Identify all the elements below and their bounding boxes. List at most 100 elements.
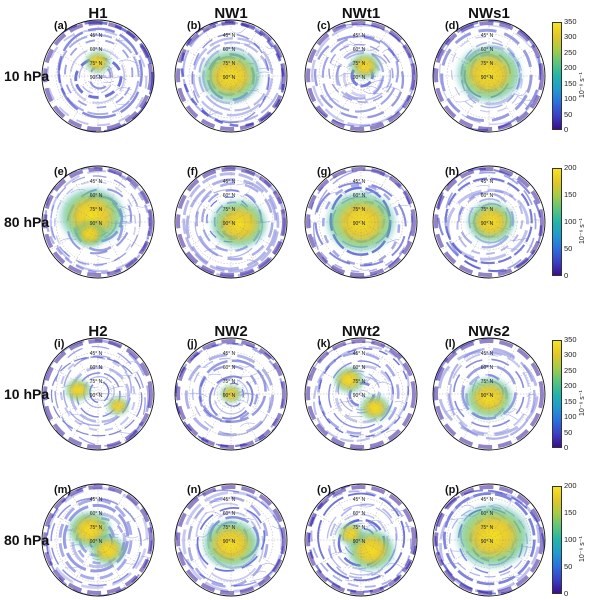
latitude-label: 60° N	[481, 47, 494, 53]
colorbar-unit-label: 10⁻⁶ s⁻¹	[579, 218, 586, 244]
row-label: 10 hPa	[4, 68, 50, 84]
colorbar-tick-label: 150	[564, 190, 577, 199]
colorbar-tick-label: 100	[564, 94, 577, 104]
latitude-label: 90° N	[481, 75, 494, 81]
panel-label: (a)	[54, 20, 68, 32]
polar-panel: 45° N 60° N 75° N 90° N	[432, 165, 546, 279]
latitude-label: 60° N	[481, 511, 494, 517]
column-title: H1	[88, 5, 108, 22]
colorbar-tick-label: 200	[564, 381, 577, 391]
panel-label: (m)	[54, 484, 72, 496]
latitude-label: 75° N	[481, 379, 494, 385]
panel-label: (h)	[445, 166, 460, 178]
polar-panel: 45° N 60° N 75° N 90° N	[174, 19, 288, 133]
panel-label: (d)	[445, 20, 460, 32]
polar-panel: 45° N 60° N 75° N 90° N	[41, 337, 155, 451]
latitude-label: 75° N	[90, 207, 103, 213]
row-label: 10 hPa	[4, 386, 50, 402]
latitude-label: 90° N	[223, 539, 236, 545]
colorbar-tick-label: 300	[564, 350, 577, 360]
latitude-label: 60° N	[223, 511, 236, 517]
colorbar-tick-label: 200	[564, 163, 577, 172]
latitude-label: 60° N	[90, 365, 103, 371]
polar-panel: 45° N 60° N 75° N 90° N	[432, 337, 546, 451]
polar-panel: 45° N 60° N 75° N 90° N	[432, 483, 546, 597]
latitude-label: 75° N	[223, 379, 236, 385]
panel-label: (c)	[317, 20, 331, 32]
latitude-label: 90° N	[353, 539, 366, 545]
column-title: H2	[88, 323, 108, 340]
latitude-label: 90° N	[223, 393, 236, 399]
colorbar-tick-label: 0	[564, 125, 569, 134]
latitude-label: 45° N	[481, 33, 494, 39]
latitude-label: 45° N	[353, 497, 366, 503]
polar-panel: 45° N 60° N 75° N 90° N	[174, 483, 288, 597]
latitude-label: 75° N	[90, 61, 103, 67]
latitude-label: 90° N	[90, 393, 103, 399]
latitude-label: 60° N	[481, 193, 494, 199]
colorbar-tick-label: 150	[564, 508, 577, 517]
latitude-label: 45° N	[90, 179, 103, 185]
latitude-label: 45° N	[481, 497, 494, 503]
latitude-label: 90° N	[223, 75, 236, 81]
panel-label: (f)	[187, 166, 198, 178]
colorbar-tick-label: 200	[564, 63, 577, 73]
panel-label: (b)	[187, 20, 202, 32]
polar-panel: 45° N 60° N 75° N 90° N	[304, 19, 418, 133]
colorbar-tick-label: 50	[564, 109, 573, 119]
column-title: NWs2	[468, 323, 510, 340]
column-title: NW2	[214, 323, 248, 340]
colorbar-unit-label: 10⁻⁶ s⁻¹	[579, 72, 586, 98]
latitude-label: 60° N	[90, 47, 103, 53]
latitude-label: 60° N	[353, 511, 366, 517]
latitude-label: 45° N	[353, 179, 366, 185]
panel-label: (k)	[317, 338, 331, 350]
column-title: NWs1	[468, 5, 510, 22]
latitude-label: 45° N	[223, 497, 236, 503]
latitude-label: 90° N	[353, 393, 366, 399]
column-title: NWt1	[341, 5, 381, 22]
latitude-label: 90° N	[90, 539, 103, 545]
panel-label: (n)	[187, 484, 202, 496]
latitude-label: 60° N	[353, 193, 366, 199]
colorbar-tick-label: 100	[564, 412, 577, 422]
colorbar-tick-label: 0	[564, 271, 569, 280]
colorbar-tick-label: 0	[564, 589, 569, 598]
latitude-label: 75° N	[223, 207, 236, 213]
latitude-label: 45° N	[90, 351, 103, 357]
colorbar-tick-label: 200	[564, 481, 577, 490]
latitude-label: 45° N	[481, 179, 494, 185]
latitude-label: 45° N	[223, 179, 236, 185]
polar-panel: 45° N 60° N 75° N 90° N	[304, 165, 418, 279]
panel-label: (i)	[54, 338, 65, 350]
colorbar-tick-label: 0	[564, 443, 569, 452]
row-label: 80 hPa	[4, 532, 50, 548]
polar-panel: 45° N 60° N 75° N 90° N	[41, 483, 155, 597]
latitude-label: 45° N	[353, 33, 366, 39]
latitude-label: 45° N	[90, 33, 103, 39]
latitude-label: 90° N	[90, 75, 103, 81]
latitude-label: 90° N	[481, 539, 494, 545]
latitude-label: 45° N	[481, 351, 494, 357]
colorbar	[552, 168, 562, 276]
polar-panel: 45° N 60° N 75° N 90° N	[174, 337, 288, 451]
colorbar-tick-label: 50	[564, 244, 573, 253]
latitude-label: 60° N	[223, 47, 236, 53]
colorbar-tick-label: 50	[564, 427, 573, 437]
panel-label: (j)	[187, 338, 198, 350]
colorbar-unit-label: 10⁻⁶ s⁻¹	[579, 536, 586, 562]
colorbar-tick-label: 50	[564, 562, 573, 571]
colorbar-tick-label: 100	[564, 217, 577, 226]
latitude-label: 60° N	[481, 365, 494, 371]
polar-panel: 45° N 60° N 75° N 90° N	[41, 165, 155, 279]
colorbar	[552, 340, 562, 448]
latitude-label: 75° N	[353, 379, 366, 385]
colorbar-tick-label: 350	[564, 335, 577, 344]
latitude-label: 75° N	[353, 525, 366, 531]
panel-label: (p)	[445, 484, 460, 496]
latitude-label: 60° N	[223, 193, 236, 199]
latitude-label: 60° N	[223, 365, 236, 371]
polar-panel: 45° N 60° N 75° N 90° N	[41, 19, 155, 133]
latitude-label: 90° N	[353, 221, 366, 227]
